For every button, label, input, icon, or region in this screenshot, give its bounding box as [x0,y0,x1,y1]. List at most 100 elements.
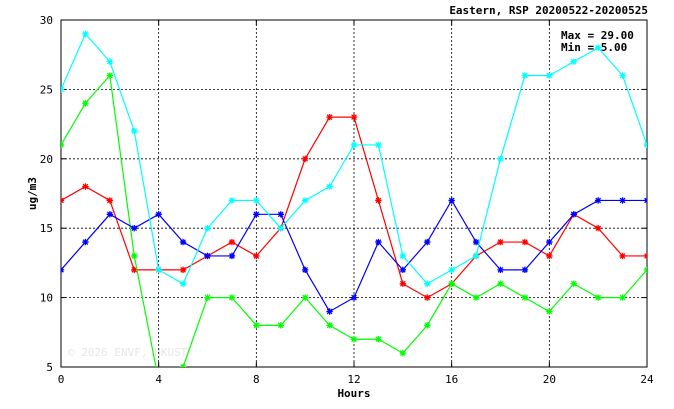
data-point [228,238,236,246]
data-point [301,197,309,204]
x-axis-label: Hours [337,387,370,400]
data-point [448,197,455,204]
data-point [131,252,138,260]
data-point [643,197,647,204]
x-tick-label: 4 [155,373,162,386]
y-tick-label: 25 [40,83,53,96]
data-point [448,280,455,287]
data-point [253,252,260,260]
data-point [399,349,407,357]
max-annotation: Max = 29.00 [561,29,634,42]
data-point [82,100,89,107]
data-point [228,294,236,301]
data-point [228,252,236,260]
data-point [61,86,65,93]
data-point [301,266,309,274]
data-point [106,197,114,204]
data-point [204,225,211,232]
data-point [546,238,553,246]
data-point [375,141,382,149]
data-point [277,211,284,218]
data-point [179,266,187,274]
data-point [546,308,553,315]
data-point [375,336,382,343]
data-point [61,197,65,204]
data-point [521,72,529,79]
x-tick-label: 16 [445,373,458,386]
data-point [619,197,626,204]
data-point [350,113,358,121]
data-point [472,238,480,246]
data-point [179,238,187,246]
y-tick-label: 5 [46,361,53,374]
data-point [399,252,407,260]
data-point [350,336,358,343]
data-point [497,155,504,162]
y-tick-label: 10 [40,292,53,305]
watermark: © 2026 ENVF, HKUST [68,346,188,359]
x-tick-label: 8 [253,373,260,386]
data-point [82,183,89,190]
data-point [546,72,553,79]
x-tick-label: 12 [347,373,360,386]
data-point [424,294,431,301]
data-point [350,294,358,301]
data-point [253,211,260,218]
data-point [570,58,577,65]
data-point [277,225,284,232]
data-point [82,238,89,246]
data-point [179,363,187,367]
data-point [326,183,333,190]
data-point [179,280,187,287]
data-point [106,58,114,65]
data-point [326,113,333,121]
data-point [204,252,211,260]
data-point [375,197,382,204]
chart-title: Eastern, RSP 20200522-20200525 [449,4,648,17]
data-point [497,280,504,287]
data-point [424,322,431,329]
data-point [204,294,211,301]
data-point [375,238,382,246]
data-point [82,30,89,38]
data-point [253,197,260,204]
data-point [61,266,65,274]
y-axis-label: ug/m3 [26,177,39,210]
data-point [131,127,138,135]
data-point [106,211,114,218]
data-point [570,280,577,287]
data-point [301,294,309,301]
data-point [643,266,647,274]
data-point [448,266,455,274]
data-point [61,141,65,149]
y-tick-label: 30 [40,14,53,27]
data-point [155,211,162,218]
data-point [424,238,431,246]
min-annotation: Min = 5.00 [561,41,627,54]
x-tick-label: 24 [640,373,654,386]
data-point [521,294,529,301]
data-point [424,280,431,287]
data-point [253,322,260,329]
data-point [497,266,504,274]
data-point [301,155,309,162]
data-point [619,294,626,301]
grid-lines [61,20,647,367]
data-point [643,252,647,260]
data-point [546,252,553,260]
data-point [106,72,114,79]
y-tick-label: 15 [40,222,53,235]
data-point [594,225,602,232]
data-point [277,322,284,329]
data-point [472,252,480,260]
data-point [399,280,407,287]
data-point [521,238,529,246]
data-point [131,225,138,232]
data-point [643,141,647,149]
data-point [326,308,333,315]
data-point [326,322,333,329]
data-point [399,266,407,274]
data-point [619,72,626,79]
data-point [155,266,162,274]
